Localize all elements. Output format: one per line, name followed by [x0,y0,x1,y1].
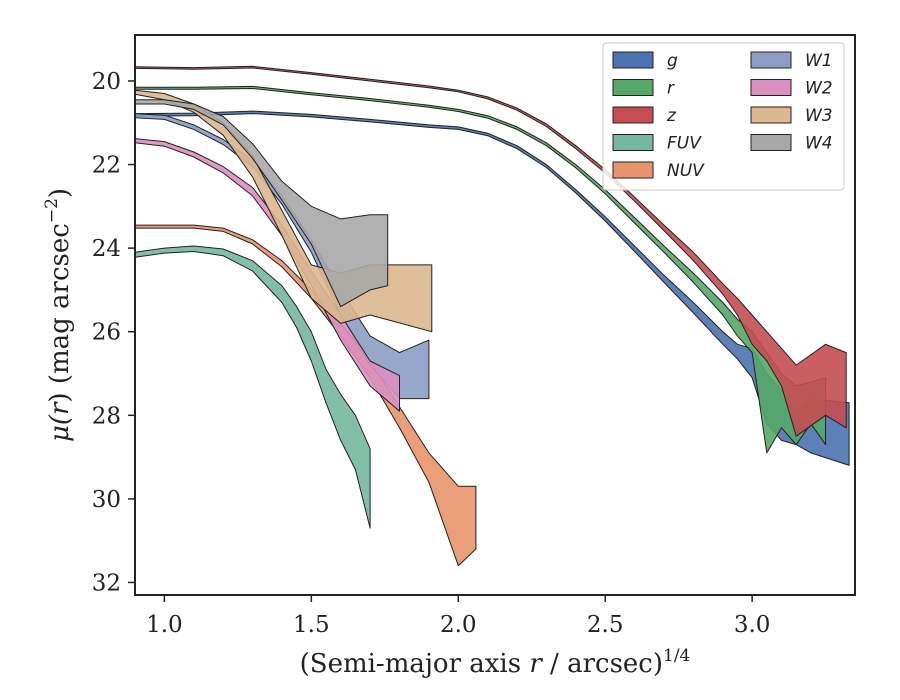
legend-label-w3: W3 [805,106,833,126]
legend-swatch-g [612,51,654,69]
legend-label-w1: W1 [805,51,833,71]
x-tick-label: 2.5 [587,612,624,638]
y-tick-label: 24 [92,236,121,262]
legend-swatch-r [612,79,654,96]
legend-label-fuv: FUV [667,134,702,154]
y-tick-label: 32 [92,570,121,596]
y-tick-label: 30 [92,487,121,513]
series-band-fuv [134,245,371,529]
y-axis-label: μ(r) (mag arcsec−2) [42,188,75,442]
legend-label-w2: W2 [805,79,833,99]
plot-frame [134,34,856,596]
legend-label-r: r [667,79,675,99]
legend-swatch-w1 [750,51,792,69]
y-tick-label: 26 [92,320,121,346]
series-layer [134,65,850,567]
series-band-r [134,85,827,454]
series-band-w2 [134,138,400,412]
series-band-nuv [134,224,477,567]
series-band-w4 [134,99,389,308]
legend-swatch-fuv [612,134,654,151]
legend-label-w4: W4 [805,134,833,154]
x-tick-label: 1.5 [293,612,330,638]
legend-swatch-nuv [612,161,654,179]
legend-swatch-w2 [750,79,792,96]
legend-label-nuv: NUV [667,161,705,181]
series-band-z [134,65,847,437]
legend-swatch-w3 [750,106,792,124]
legend-swatch-z [612,106,654,124]
y-tick-label: 22 [92,153,121,179]
x-tick-label: 1.0 [146,612,183,638]
y-tick-label: 20 [92,69,121,95]
ticks-layer: 1.0 1.5 2.0 2.5 3.0 20 22 24 26 28 30 32 [92,69,771,638]
y-tick-label: 28 [92,403,121,429]
x-tick-label: 2.0 [440,612,477,638]
legend-label-z: z [666,106,677,126]
legend-items: grz FUV NUV W1 W2 W3 W4 [612,51,833,181]
x-tick-label: 3.0 [734,612,771,638]
legend: grz FUV NUV W1 W2 W3 W4 [602,42,845,191]
legend-label-g: g [667,51,678,71]
legend-swatch-w4 [750,134,792,151]
x-axis-label: (Semi-major axis r / arcsec)1/4 [300,646,691,679]
